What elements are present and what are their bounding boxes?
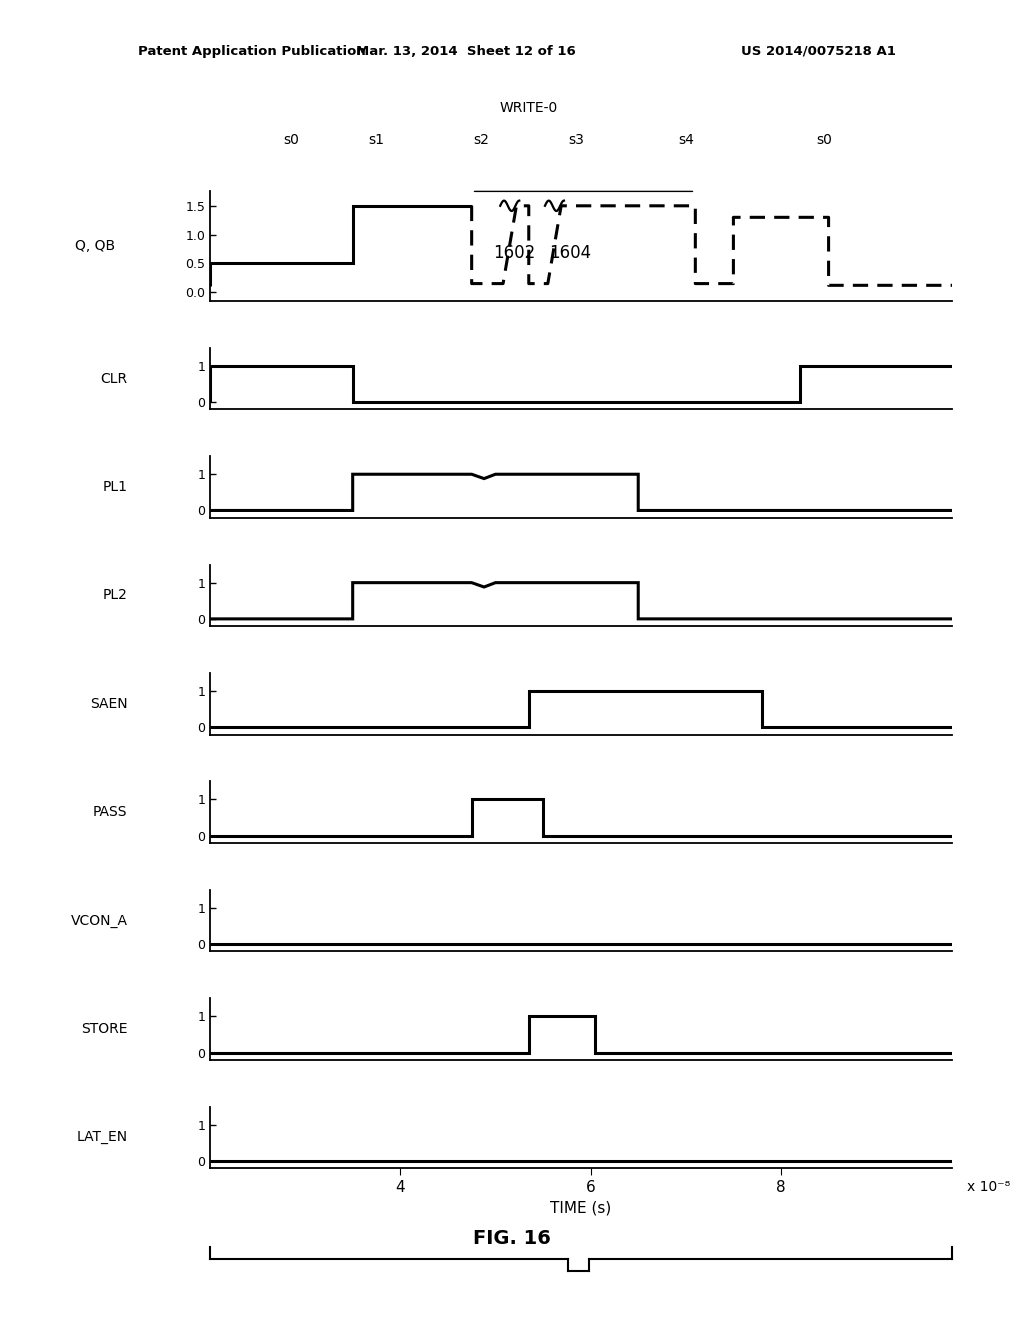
Y-axis label: PL1: PL1 [102,480,128,494]
Text: s0: s0 [816,133,831,147]
Y-axis label: PL2: PL2 [102,589,128,602]
Text: s0: s0 [283,133,299,147]
Y-axis label: LAT_EN: LAT_EN [77,1130,128,1144]
Text: Patent Application Publication: Patent Application Publication [138,45,366,58]
Text: FIG. 16: FIG. 16 [473,1229,551,1247]
Y-axis label: VCON_A: VCON_A [71,913,128,928]
Text: 1604: 1604 [549,244,591,263]
Y-axis label: CLR: CLR [100,371,128,385]
Text: s3: s3 [568,133,585,147]
Text: WRITE-0: WRITE-0 [500,102,558,115]
Text: x 10⁻⁸: x 10⁻⁸ [968,1180,1011,1193]
Y-axis label: SAEN: SAEN [90,697,128,710]
X-axis label: TIME (s): TIME (s) [551,1201,611,1216]
Text: s1: s1 [369,133,384,147]
Text: US 2014/0075218 A1: US 2014/0075218 A1 [741,45,896,58]
Text: Mar. 13, 2014  Sheet 12 of 16: Mar. 13, 2014 Sheet 12 of 16 [356,45,575,58]
Text: 1602: 1602 [494,244,536,263]
Y-axis label: PASS: PASS [93,805,128,820]
Y-axis label: Q, QB: Q, QB [76,239,116,253]
Text: s2: s2 [473,133,489,147]
Y-axis label: STORE: STORE [81,1022,128,1036]
Text: s4: s4 [678,133,693,147]
